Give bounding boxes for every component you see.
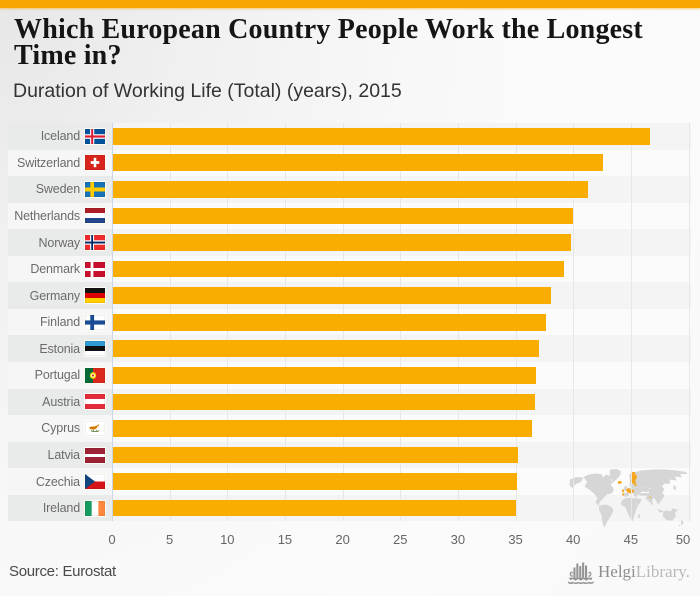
svg-text:HelgiLibrary.: HelgiLibrary. xyxy=(598,562,690,581)
